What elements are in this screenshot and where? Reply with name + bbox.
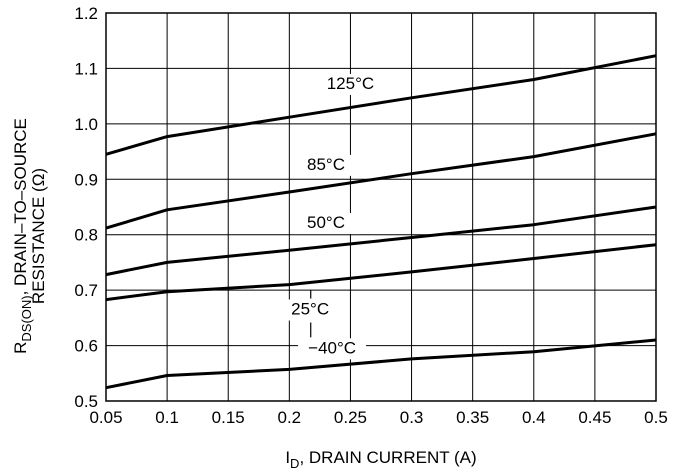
x-axis-label: ID, DRAIN CURRENT (A) [285,448,476,471]
y-axis-label-line1: RDS(ON), DRAIN–TO–SOURCE [11,118,34,354]
x-tick-label: 0.5 [644,408,668,427]
series-line [105,205,657,277]
series-label: 25°C [291,300,329,319]
x-tick-label: 0.45 [578,408,611,427]
x-tick-label: 0.05 [89,408,122,427]
series-line [105,132,657,230]
x-axis-label-rest: , DRAIN CURRENT (A) [299,448,476,467]
x-tick-label: 0.2 [278,408,302,427]
grid [106,13,656,401]
y-axis-label-line2: RESISTANCE (Ω) [29,168,48,304]
series-label-bg [292,154,360,176]
series-label: 85°C [307,155,345,174]
plot-frame [105,12,657,402]
series-line [105,54,657,156]
y-axis-label-rest: , DRAIN–TO–SOURCE [11,118,30,295]
y-tick-label: 0.5 [74,392,98,411]
x-tick-label: 0.35 [456,408,489,427]
y-tick-label: 1.2 [74,4,98,23]
y-tick-label: 0.6 [74,337,98,356]
x-tick-labels: 0.05 0.1 0.15 0.2 0.25 0.3 0.35 0.4 0.45 0.5 [89,408,667,427]
series-label: 50°C [307,213,345,232]
y-axis-label-main: R [11,342,30,354]
x-axis-label-main: I [285,448,290,467]
x-tick-label: 0.15 [212,408,245,427]
x-tick-label: 0.1 [155,408,179,427]
y-tick-label: 0.7 [74,281,98,300]
x-axis-label-sub: D [290,456,299,471]
series-line [105,338,657,390]
series-label-bg [316,73,385,95]
series-label: 125°C [327,74,374,93]
y-axis-label: RDS(ON), DRAIN–TO–SOURCE RESISTANCE (Ω) [11,118,48,354]
series-lines [105,54,657,390]
y-tick-label: 1.0 [74,115,98,134]
x-tick-label: 0.3 [400,408,424,427]
y-tick-label: 1.1 [74,59,98,78]
y-tick-label: 0.8 [74,226,98,245]
series-label-bg [292,213,360,235]
x-tick-label: 0.25 [334,408,367,427]
series-line [105,243,657,302]
series-label-bg [298,338,367,360]
series-label-bg [276,299,345,321]
y-tick-label: 0.9 [74,170,98,189]
series-label: −40°C [308,338,356,357]
y-axis-label-sub: DS(ON) [19,295,34,341]
x-tick-label: 0.4 [522,408,546,427]
y-tick-labels: 0.5 0.6 0.7 0.8 0.9 1.0 1.1 1.2 [74,4,98,411]
series-labels: 125°C 85°C 50°C 25°C −40°C [276,73,385,360]
